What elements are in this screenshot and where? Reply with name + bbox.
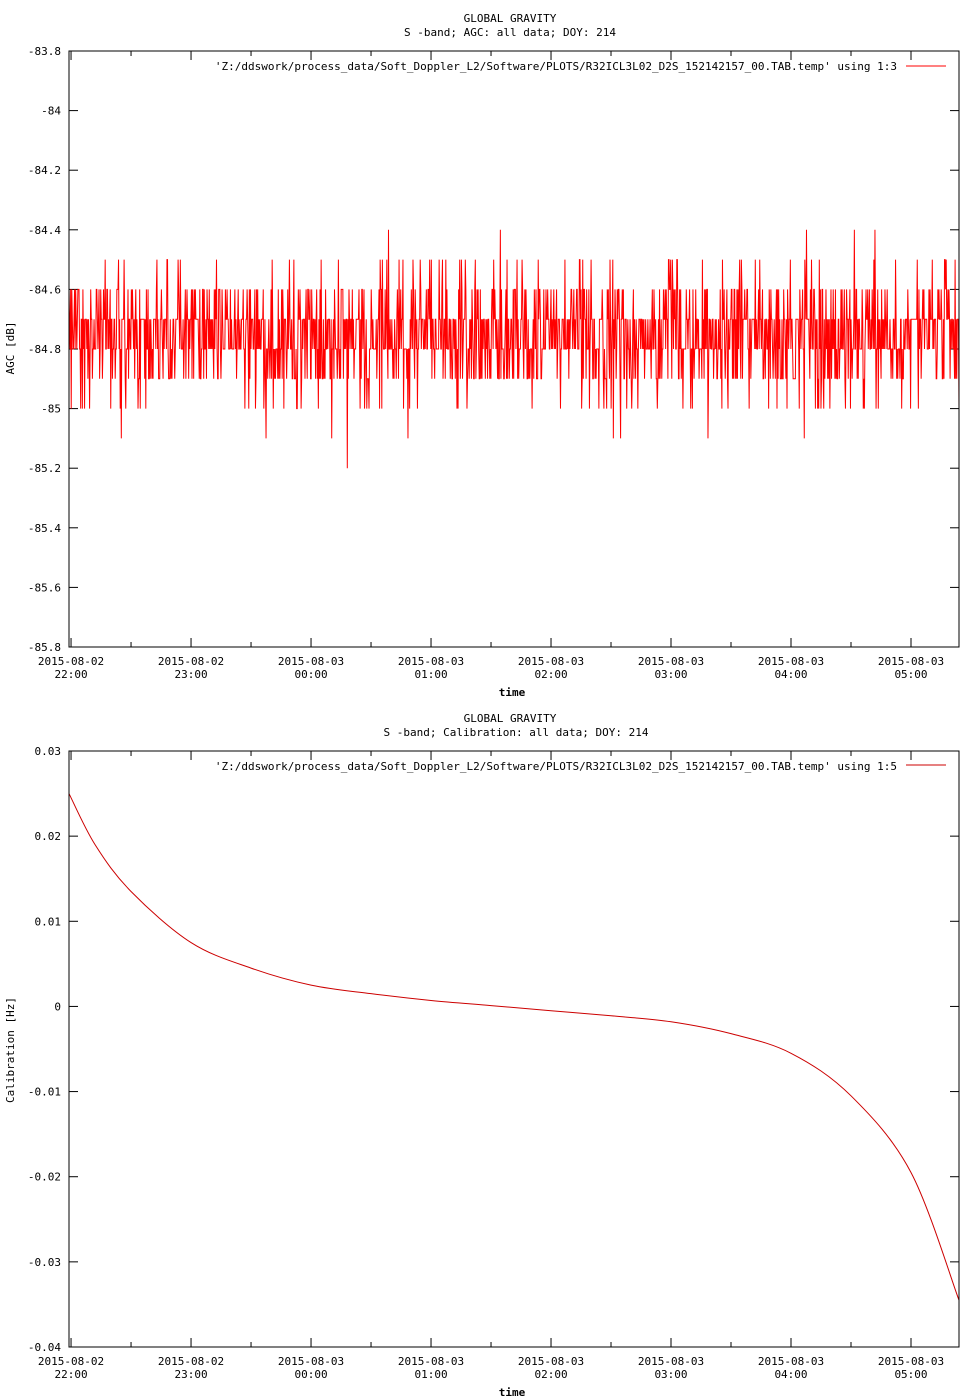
x-tick-date-label: 2015-08-03 (638, 655, 704, 668)
y-tick-label: 0.03 (35, 745, 62, 758)
agc-axis-ticks: -83.8 -84 -84.2 -84.4 -84.6 -84.8 -85 -85.2 -85.… (28, 45, 959, 681)
x-tick-time-label: 01:00 (414, 668, 447, 681)
y-tick-label: -84.6 (28, 283, 61, 296)
x-tick-date-label: 2015-08-02 (158, 1355, 224, 1368)
y-tick-label: -85 (41, 403, 61, 416)
x-tick-date-label: 2015-08-03 (758, 1355, 824, 1368)
x-tick-date-label: 2015-08-03 (518, 1355, 584, 1368)
calibration-x-axis-label: time (499, 1386, 526, 1399)
x-tick-time-label: 22:00 (54, 1368, 87, 1381)
y-tick-label: -83.8 (28, 45, 61, 58)
x-tick-time-label: 23:00 (174, 668, 207, 681)
y-tick-label: -85.6 (28, 581, 61, 594)
x-tick-date-label: 2015-08-03 (878, 1355, 944, 1368)
agc-chart-subtitle: S -band; AGC: all data; DOY: 214 (404, 26, 616, 39)
x-tick-time-label: 04:00 (774, 1368, 807, 1381)
calibration-plot-frame (68, 750, 960, 1348)
agc-chart-title: GLOBAL GRAVITY (464, 12, 557, 25)
y-tick-label: 0.02 (35, 830, 62, 843)
x-tick-date-label: 2015-08-03 (878, 655, 944, 668)
calibration-chart-title: GLOBAL GRAVITY (464, 712, 557, 725)
agc-y-axis-label: AGC [dB] (4, 322, 17, 375)
y-tick-label: -85.4 (28, 522, 61, 535)
x-tick-date-label: 2015-08-03 (398, 1355, 464, 1368)
y-tick-label: 0 (54, 1000, 61, 1013)
calibration-axis-ticks: 0.030.020.010-0.01-0.02-0.03-0.042015-08… (28, 745, 959, 1381)
y-tick-label: -85.2 (28, 462, 61, 475)
x-tick-date-label: 2015-08-03 (518, 655, 584, 668)
x-tick-time-label: 01:00 (414, 1368, 447, 1381)
x-tick-date-label: 2015-08-02 (38, 1355, 104, 1368)
x-tick-time-label: 02:00 (534, 668, 567, 681)
y-tick-label: 0.01 (35, 915, 62, 928)
agc-series-line (68, 229, 960, 469)
agc-plot-frame (68, 50, 960, 648)
y-tick-label: -84.8 (28, 343, 61, 356)
x-tick-time-label: 02:00 (534, 1368, 567, 1381)
x-tick-time-label: 00:00 (294, 1368, 327, 1381)
x-tick-time-label: 03:00 (654, 668, 687, 681)
x-tick-time-label: 04:00 (774, 668, 807, 681)
x-tick-time-label: 23:00 (174, 1368, 207, 1381)
y-tick-label: -84.2 (28, 164, 61, 177)
x-tick-time-label: 05:00 (894, 668, 927, 681)
x-tick-date-label: 2015-08-02 (158, 655, 224, 668)
y-tick-label: -0.03 (28, 1256, 61, 1269)
agc-chart: GLOBAL GRAVITY S -band; AGC: all data; D… (4, 12, 960, 699)
calibration-series-line (68, 793, 960, 1301)
agc-x-axis-label: time (499, 686, 526, 699)
calibration-legend-label: 'Z:/ddswork/process_data/Soft_Doppler_L2… (215, 760, 897, 773)
y-tick-label: -0.01 (28, 1086, 61, 1099)
y-tick-label: -0.04 (28, 1341, 61, 1354)
x-tick-date-label: 2015-08-03 (398, 655, 464, 668)
x-tick-time-label: 22:00 (54, 668, 87, 681)
calibration-y-axis-label: Calibration [Hz] (4, 997, 17, 1103)
y-tick-label: -85.8 (28, 641, 61, 654)
x-tick-time-label: 05:00 (894, 1368, 927, 1381)
x-tick-date-label: 2015-08-03 (278, 655, 344, 668)
agc-legend-label: 'Z:/ddswork/process_data/Soft_Doppler_L2… (215, 60, 897, 73)
x-tick-time-label: 00:00 (294, 668, 327, 681)
x-tick-date-label: 2015-08-03 (758, 655, 824, 668)
calibration-chart-subtitle: S -band; Calibration: all data; DOY: 214 (384, 726, 649, 739)
y-tick-label: -84 (41, 105, 61, 118)
x-tick-time-label: 03:00 (654, 1368, 687, 1381)
x-tick-date-label: 2015-08-03 (278, 1355, 344, 1368)
x-tick-date-label: 2015-08-02 (38, 655, 104, 668)
x-tick-date-label: 2015-08-03 (638, 1355, 704, 1368)
y-tick-label: -84.4 (28, 224, 61, 237)
y-tick-label: -0.02 (28, 1171, 61, 1184)
calibration-chart: GLOBAL GRAVITY S -band; Calibration: all… (4, 712, 960, 1399)
